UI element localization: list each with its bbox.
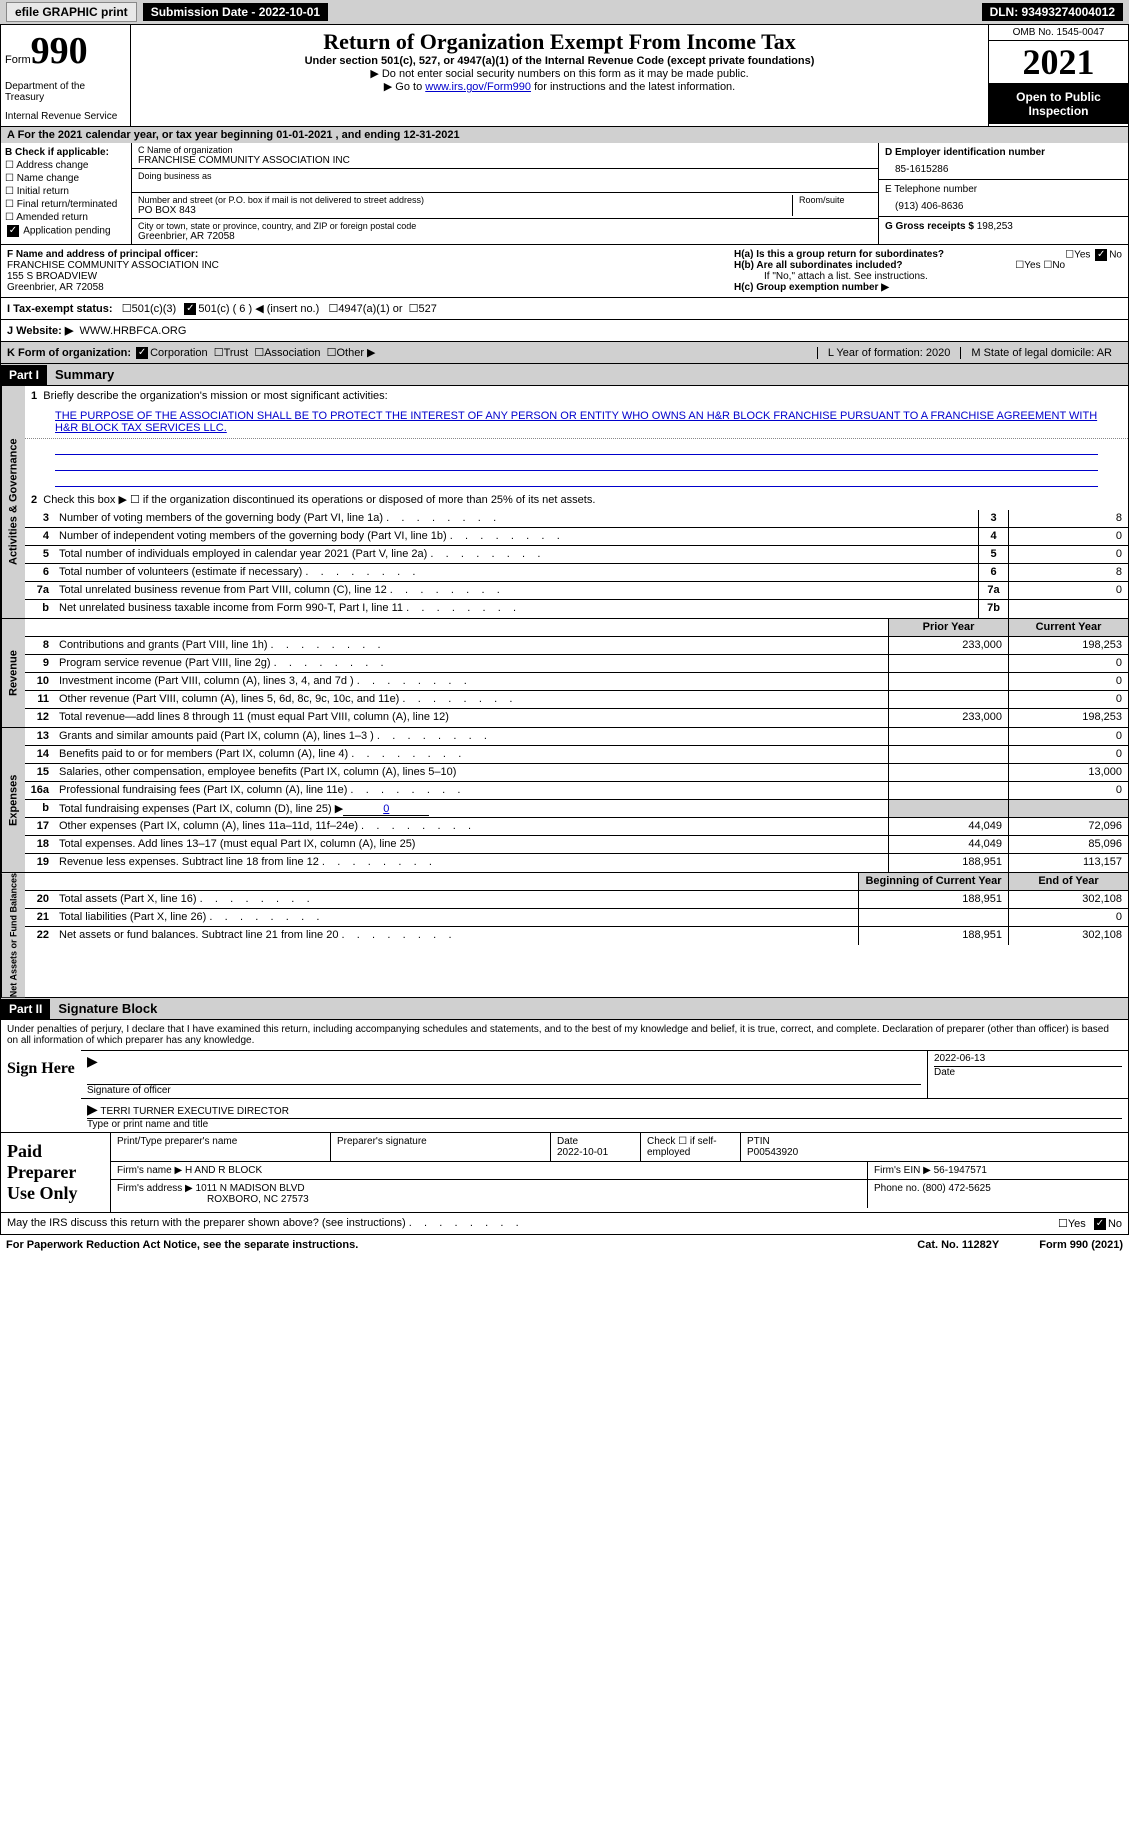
chk-amended[interactable]: ☐ Amended return bbox=[5, 212, 127, 223]
submission-date: Submission Date - 2022-10-01 bbox=[143, 3, 328, 21]
open-inspection: Open to Public Inspection bbox=[989, 84, 1128, 124]
revenue-section: Revenue Prior YearCurrent Year 8Contribu… bbox=[0, 619, 1129, 728]
form-number: 990 bbox=[31, 30, 88, 72]
sign-here-label: Sign Here bbox=[1, 1050, 81, 1132]
tel-value: (913) 406-8636 bbox=[885, 195, 1122, 212]
paid-preparer-block: Paid Preparer Use Only Print/Type prepar… bbox=[0, 1133, 1129, 1213]
tax-status-row: I Tax-exempt status: ☐ 501(c)(3) ✓ 501(c… bbox=[0, 298, 1129, 320]
website-row: J Website: ▶ WWW.HRBFCA.ORG bbox=[0, 320, 1129, 342]
dept-label: Department of the Treasury bbox=[5, 81, 126, 103]
addr-label: Number and street (or P.O. box if mail i… bbox=[138, 195, 792, 205]
gross-label: G Gross receipts $ bbox=[885, 221, 974, 232]
form-subtitle: Under section 501(c), 527, or 4947(a)(1)… bbox=[141, 55, 978, 67]
f-name: FRANCHISE COMMUNITY ASSOCIATION INC bbox=[7, 260, 219, 271]
chk-initial-return[interactable]: ☐ Initial return bbox=[5, 186, 127, 197]
hb-note: If "No," attach a list. See instructions… bbox=[734, 271, 1122, 282]
mission-text: THE PURPOSE OF THE ASSOCIATION SHALL BE … bbox=[25, 406, 1128, 439]
expenses-section: Expenses 13Grants and similar amounts pa… bbox=[0, 728, 1129, 873]
tax-year: 2021 bbox=[989, 41, 1128, 84]
form-label: Form bbox=[5, 54, 31, 66]
org-address: PO BOX 843 bbox=[138, 205, 792, 216]
l-year: L Year of formation: 2020 bbox=[817, 347, 961, 359]
part2-header: Part IISignature Block bbox=[0, 998, 1129, 1020]
org-name: FRANCHISE COMMUNITY ASSOCIATION INC bbox=[138, 155, 872, 166]
ein-label: D Employer identification number bbox=[885, 147, 1122, 158]
paid-preparer-label: Paid Preparer Use Only bbox=[1, 1133, 111, 1212]
ein-value: 85-1615286 bbox=[885, 158, 1122, 175]
section-f-h: F Name and address of principal officer:… bbox=[0, 245, 1129, 298]
chk-final-return[interactable]: ☐ Final return/terminated bbox=[5, 199, 127, 210]
form-title: Return of Organization Exempt From Incom… bbox=[141, 29, 978, 55]
footer: For Paperwork Reduction Act Notice, see … bbox=[0, 1235, 1129, 1255]
hc-label: H(c) Group exemption number ▶ bbox=[734, 282, 889, 293]
form-header: Form990 Department of the Treasury Inter… bbox=[0, 24, 1129, 127]
hb-label: H(b) Are all subordinates included? bbox=[734, 260, 903, 271]
dln-label: DLN: 93493274004012 bbox=[982, 3, 1123, 21]
f-addr1: 155 S BROADVIEW bbox=[7, 271, 97, 282]
net-assets-section: Net Assets or Fund Balances Beginning of… bbox=[0, 873, 1129, 998]
korg-row: K Form of organization: ✓ Corporation ☐ … bbox=[0, 342, 1129, 364]
f-addr2: Greenbrier, AR 72058 bbox=[7, 282, 104, 293]
chk-501c[interactable]: ✓ bbox=[184, 303, 196, 315]
website-value: WWW.HRBFCA.ORG bbox=[79, 325, 186, 337]
efile-button[interactable]: efile GRAPHIC print bbox=[6, 2, 137, 22]
note-link: ▶ Go to www.irs.gov/Form990 for instruct… bbox=[141, 80, 978, 93]
f-label: F Name and address of principal officer: bbox=[7, 249, 198, 260]
activities-governance: Activities & Governance 1 Briefly descri… bbox=[0, 386, 1129, 619]
ha-label: H(a) Is this a group return for subordin… bbox=[734, 249, 944, 260]
perjury-declaration: Under penalties of perjury, I declare th… bbox=[1, 1020, 1128, 1050]
top-toolbar: efile GRAPHIC print Submission Date - 20… bbox=[0, 0, 1129, 24]
calendar-year-line: A For the 2021 calendar year, or tax yea… bbox=[0, 127, 1129, 143]
irs-link[interactable]: www.irs.gov/Form990 bbox=[425, 81, 531, 93]
section-b-to-g: B Check if applicable: ☐ Address change … bbox=[0, 143, 1129, 245]
m-state: M State of legal domicile: AR bbox=[960, 347, 1122, 359]
box-b-label: B Check if applicable: bbox=[5, 147, 127, 158]
discuss-row: May the IRS discuss this return with the… bbox=[0, 1213, 1129, 1235]
city-label: City or town, state or province, country… bbox=[138, 221, 872, 231]
chk-app-pending[interactable]: ✓ Application pending bbox=[5, 225, 127, 237]
chk-corp[interactable]: ✓ bbox=[136, 347, 148, 359]
part1-header: Part ISummary bbox=[0, 364, 1129, 386]
tel-label: E Telephone number bbox=[885, 184, 1122, 195]
dba-label: Doing business as bbox=[138, 171, 212, 190]
note-ssn: ▶ Do not enter social security numbers o… bbox=[141, 67, 978, 80]
signature-block: Under penalties of perjury, I declare th… bbox=[0, 1020, 1129, 1133]
room-label: Room/suite bbox=[799, 195, 872, 205]
irs-label: Internal Revenue Service bbox=[5, 111, 126, 122]
org-city: Greenbrier, AR 72058 bbox=[138, 231, 872, 242]
chk-name-change[interactable]: ☐ Name change bbox=[5, 173, 127, 184]
omb-number: OMB No. 1545-0047 bbox=[989, 25, 1128, 41]
chk-address-change[interactable]: ☐ Address change bbox=[5, 160, 127, 171]
c-name-label: C Name of organization bbox=[138, 145, 872, 155]
gross-value: 198,253 bbox=[977, 221, 1013, 232]
